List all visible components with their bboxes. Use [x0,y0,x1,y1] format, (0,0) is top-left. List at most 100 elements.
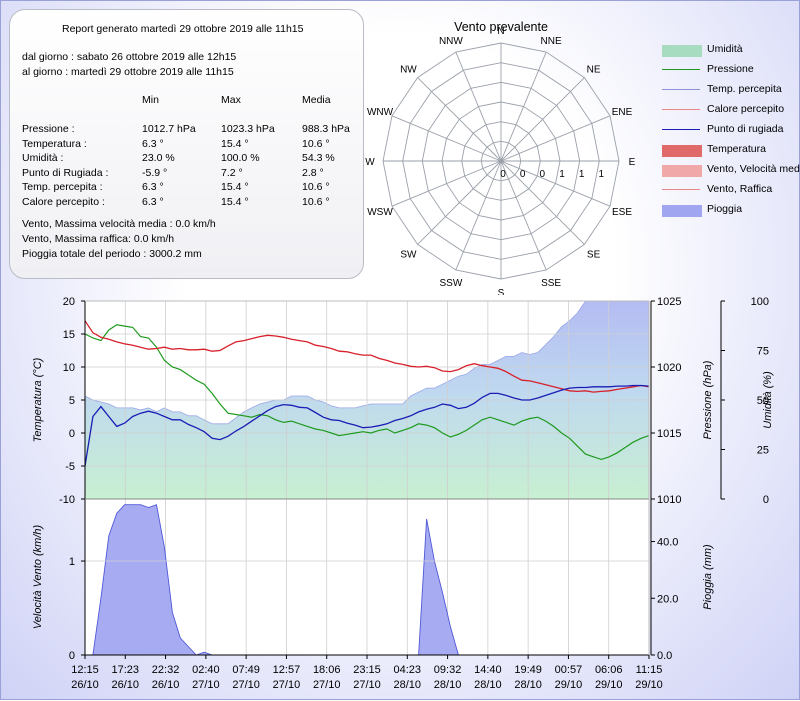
stat-label: Punto di Rugiada : [22,166,109,179]
legend-label: Vento, Raffica [707,183,773,195]
wind-rose-spoke [391,115,502,162]
x-tick-time-label: 12:57 [273,664,301,676]
wind-direction-label: WSW [367,207,393,218]
stat-min: 6.3 ° [142,195,164,208]
wind-direction-label: S [498,288,505,295]
x-tick-date-label: 27/10 [192,679,220,691]
wind-ring-label: 0 [500,169,506,180]
rain-axis-title: Pioggia (mm) [702,544,714,610]
humidity-tick-label: 25 [757,445,769,457]
stat-max: 15.4 ° [221,195,249,208]
legend-swatch [662,109,700,110]
wind-direction-label: E [629,157,636,168]
humidity-area [84,300,650,500]
wind-rose-spoke [500,51,547,162]
legend-label: Pioggia [707,203,743,215]
stat-min: 23.0 % [142,152,175,164]
x-tick-date-label: 26/10 [112,679,140,691]
stat-min: 6.3 ° [142,137,164,150]
x-tick-time-label: 11:15 [636,664,663,676]
wind-ring-label: 1 [579,169,585,180]
legend-swatch [662,45,702,57]
humidity-tick-label: 0 [763,494,769,506]
wind-direction-label: NE [587,64,601,75]
x-tick-time-label: 17:23 [112,664,140,676]
wind-avg-max: Vento, Massima velocità media : 0.0 km/h [22,218,216,230]
pressure-tick-label: 1015 [657,428,681,440]
stat-label: Umidità : [22,152,64,164]
x-tick-date-label: 29/10 [555,679,583,691]
x-tick-time-label: 09:32 [434,664,462,676]
x-tick-date-label: 27/10 [273,679,301,691]
legend-swatch [662,69,700,70]
wind-direction-label: NNW [439,36,463,47]
report-header: Report generato martedì 29 ottobre 2019 … [62,23,304,35]
legend-swatch [662,165,702,177]
x-tick-date-label: 27/10 [313,679,341,691]
stat-max: 1023.3 hPa [221,123,275,135]
pressure-tick-label: 1010 [657,494,681,506]
stat-max: 15.4 ° [221,137,249,150]
y-tick-label: 15 [63,329,75,341]
wind-rose-grid [382,42,620,280]
stat-avg: 10.6 ° [302,137,330,150]
wind-direction-label: NW [400,64,417,75]
wind-rose-spoke [500,115,611,162]
legend-label: Calore percepito [707,103,785,115]
stat-avg: 10.6 ° [302,195,330,208]
stat-label: Pressione : [22,123,75,135]
wind-rose: Vento prevalente N NNE NE ENE E ESE SE SSE S SSW S… [365,20,636,295]
wind-direction-label: ESE [612,207,632,218]
col-max-header: Max [221,94,241,106]
col-min-header: Min [142,94,159,106]
wind-rose-spoke [500,160,547,271]
wind-direction-label: SSW [440,278,463,289]
x-tick-date-label: 27/10 [232,679,260,691]
x-tick-time-label: 12:15 [71,664,99,676]
wind-rose-spoke [417,77,502,162]
y-tick-label: 5 [69,395,75,407]
wind-ring-label: 1 [599,169,605,180]
wind-direction-label: ENE [612,107,633,118]
wind-rose-spoke [417,160,502,245]
wind-rose-spoke [455,160,502,271]
summary-panel: Report generato martedì 29 ottobre 2019 … [9,9,364,279]
stat-label: Temp. percepita : [22,181,103,193]
legend-label: Punto di rugiada [707,123,784,135]
rain-tick-label: 0.0 [657,650,672,662]
legend-label: Vento, Velocità media [707,163,800,175]
wind-ring-label: 0 [520,169,526,180]
x-tick-date-label: 26/10 [71,679,99,691]
x-tick-date-label: 26/10 [152,679,180,691]
x-tick-time-label: 04:23 [394,664,422,676]
wind-rose-spoke [500,160,585,245]
legend-swatch [662,205,702,217]
legend-label: Umidità [707,43,743,55]
x-tick-time-label: 19:49 [514,664,542,676]
x-tick-date-label: 27/10 [353,679,381,691]
stat-avg: 54.3 % [302,152,335,164]
pressure-line [84,324,650,461]
x-tick-date-label: 29/10 [635,679,663,691]
period-to: al giorno : martedì 29 ottobre 2019 alle… [22,66,234,78]
stat-label: Calore percepito : [22,195,105,208]
pressure-tick-label: 1025 [657,296,681,308]
wind-rose-spoke [500,77,585,162]
x-tick-date-label: 29/10 [595,679,623,691]
x-tick-time-label: 06:06 [595,664,623,676]
wind-direction-label: NNE [541,36,562,47]
y-tick-label: 20 [63,296,75,308]
wind-rose-title: Vento prevalente [454,20,548,34]
humidity-tick-label: 100 [751,296,769,308]
x-tick-time-label: 23:15 [353,664,381,676]
wind-rose-spoke [455,51,502,162]
wind-ring-label: 0 [540,169,546,180]
wind-axis-title: Velocità Vento (km/h) [32,524,44,629]
humidity-tick-label: 75 [757,346,769,358]
wind-ring-label: 1 [559,169,565,180]
stat-max: 100.0 % [221,152,260,164]
stat-avg: 2.8 ° [302,166,324,179]
wind-direction-label: WNW [367,107,394,118]
